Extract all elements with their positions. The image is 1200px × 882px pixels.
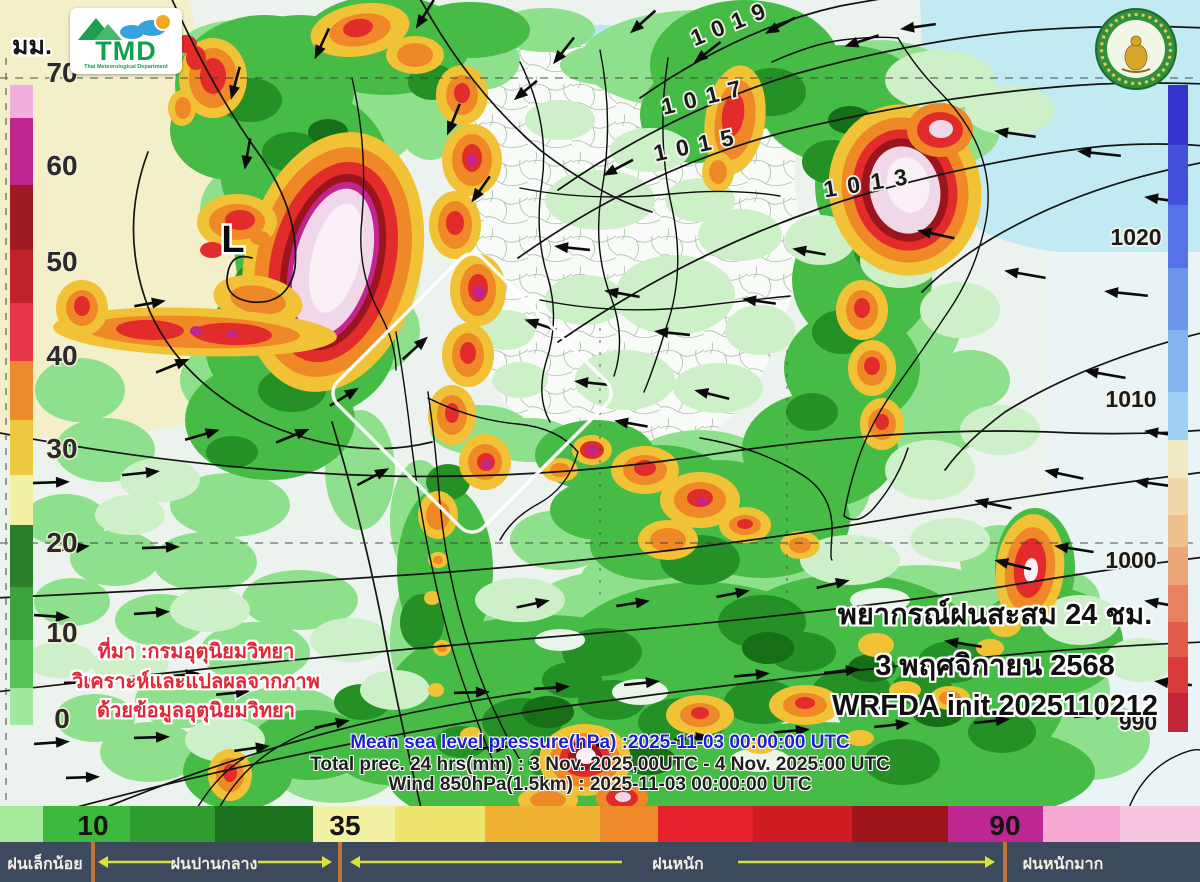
left-scale-tick: 60: [46, 150, 77, 181]
forecast-title-line2: 3 พฤศจิกายน 2568: [875, 650, 1115, 682]
category-divider: [91, 842, 95, 882]
pressure-label: 990: [1119, 709, 1157, 735]
footer-mslp: Mean sea level pressure(hPa) :2025-11-03…: [350, 732, 850, 753]
pressure-label: 1010: [1105, 386, 1156, 412]
bottom-colorbar-segment: [852, 806, 948, 842]
bottom-scale-tick: 35: [329, 810, 361, 841]
tmd-seal-logo: [1095, 8, 1177, 90]
range-arrow: [98, 856, 172, 868]
pressure-label: 1020: [1110, 224, 1161, 250]
source-note-line2: วิเคราะห์และแปลผลจากภาพ: [72, 671, 320, 693]
left-scale-tick: 0: [54, 703, 70, 734]
forecast-title-line3: WRFDA init.2025110212: [831, 690, 1159, 722]
range-arrow: [350, 856, 622, 868]
left-scale-tick: 40: [46, 340, 77, 371]
domain-diamond: [331, 252, 613, 534]
bottom-colorbar-segment: [753, 806, 852, 842]
source-note-line1: ที่มา :กรมอุตุนิยมวิทยา: [97, 641, 295, 663]
source-note-line3: ด้วยข้อมูลอุตุนิยมวิทยา: [97, 700, 295, 722]
range-arrow: [738, 856, 995, 868]
left-scale-tick: 30: [46, 433, 77, 464]
rain-category-label: ฝนหนัก: [652, 856, 704, 873]
footer-wind: Wind 850hPa(1.5km) : 2025-11-03 00:00:00…: [388, 774, 812, 795]
tmd-logo-art: [78, 13, 172, 40]
pressure-label: 1000: [1105, 547, 1156, 573]
grid-layer: [0, 58, 1200, 808]
range-arrow: [258, 856, 332, 868]
bottom-colorbar-segment: [658, 806, 753, 842]
rain-category-label: ฝนปานกลาง: [170, 856, 258, 873]
bottom-colorbar-segment: [485, 806, 600, 842]
bottom-scale-tick: 10: [77, 810, 109, 841]
right-colorbar: [1168, 85, 1188, 732]
bottom-colorbar-segment: [313, 806, 395, 842]
low-pressure-marker: L: [221, 219, 244, 261]
wind-arrow-layer: [31, 0, 1192, 783]
rain-category-label: ฝนเล็กน้อย: [7, 856, 83, 873]
bottom-colorbar-segment: [0, 806, 43, 842]
unit-label: มม.: [12, 32, 52, 60]
bottom-scale-tick: 90: [989, 810, 1021, 841]
bottom-colorbar-segment: [395, 806, 485, 842]
bottom-colorbar-segment: [948, 806, 1043, 842]
left-scale-tick: 10: [46, 617, 77, 648]
tmd-logo-wordmark: TMD: [95, 36, 157, 66]
left-colorbar: [10, 85, 33, 725]
tmd-logo-subtext: Thai Meteorological Department: [84, 64, 168, 70]
category-divider: [1003, 842, 1007, 882]
bottom-colorbar: [0, 806, 1200, 842]
bottom-colorbar-segment: [1043, 806, 1120, 842]
bottom-colorbar-segment: [215, 806, 313, 842]
footer-total-prec: Total prec. 24 hrs(mm) : 3 Nov. 2025,00U…: [310, 754, 890, 775]
left-scale-tick: 20: [46, 527, 77, 558]
bottom-colorbar-segment: [43, 806, 130, 842]
forecast-title-line1: พยากรณ์ฝนสะสม 24 ชม.: [837, 599, 1153, 631]
border-layer: [195, 36, 1200, 811]
left-scale-tick: 50: [46, 246, 77, 277]
bottom-colorbar-segment: [130, 806, 215, 842]
bottom-colorbar-segment: [1120, 806, 1200, 842]
rain-category-label: ฝนหนักมาก: [1022, 856, 1104, 873]
category-divider: [338, 842, 342, 882]
bottom-colorbar-segment: [600, 806, 658, 842]
